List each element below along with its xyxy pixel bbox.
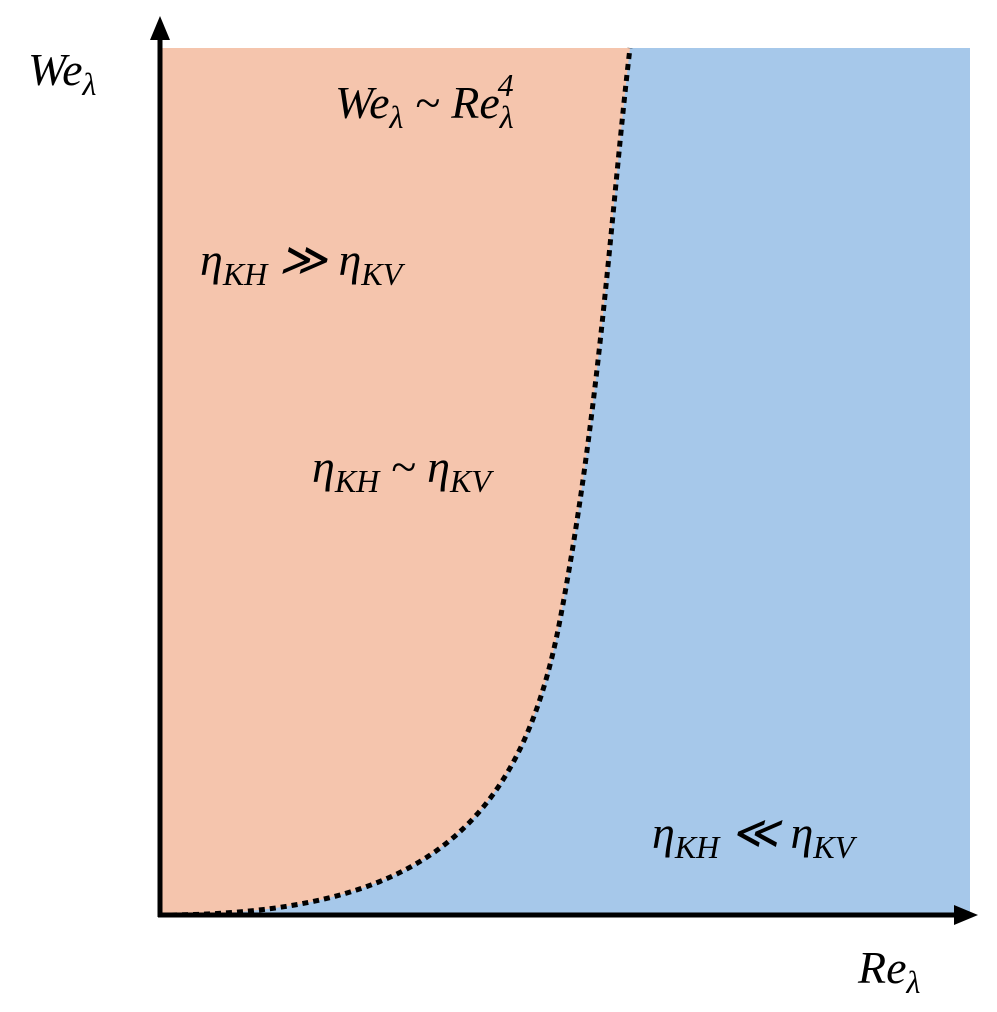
text-part: ≪ η	[719, 807, 813, 858]
text-part: We	[28, 44, 83, 95]
y-axis-label: Weλ	[28, 44, 97, 102]
region-label: ηKH ~ ηKV	[312, 441, 494, 499]
subscript: KH	[222, 256, 269, 292]
text-part: Re	[857, 942, 907, 993]
subscript: KH	[674, 829, 721, 865]
text-part: ~ η	[379, 441, 450, 492]
subscript: KV	[449, 463, 494, 499]
subscript: KH	[334, 463, 381, 499]
subscript: λ	[906, 964, 921, 1000]
boundary-curve	[159, 47, 633, 918]
text-part: We	[335, 77, 390, 128]
x-axis-label: Reλ	[857, 942, 921, 1000]
text-part: η	[312, 441, 335, 492]
subscript: λ	[82, 66, 97, 102]
left-region	[160, 48, 630, 915]
boundary-label: Weλ ~ Reλ4	[335, 67, 514, 135]
text-part: η	[652, 807, 675, 858]
y-arrow	[150, 16, 170, 40]
region-label: ηKH ≪ ηKV	[652, 807, 858, 865]
text-part: η	[200, 234, 223, 285]
subscript: λ	[389, 99, 404, 135]
superscript: 4	[498, 67, 514, 103]
subscript: KV	[360, 256, 405, 292]
x-arrow	[954, 905, 978, 925]
text-part: ~ Re	[403, 77, 499, 128]
subscript: λ	[499, 99, 514, 135]
text-part: ≫ η	[267, 234, 361, 285]
region-label: ηKH ≫ ηKV	[200, 234, 406, 292]
subscript: KV	[812, 829, 857, 865]
